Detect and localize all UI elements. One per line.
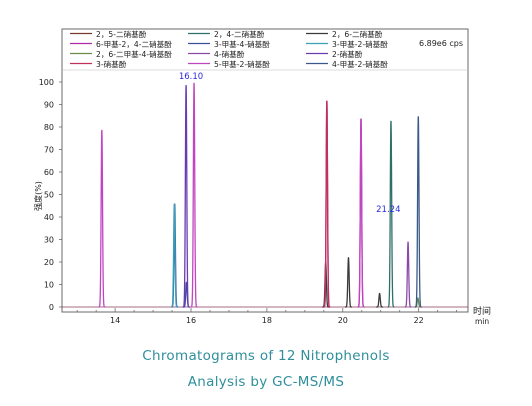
y-tick-label: 80 [44,123,54,132]
legend-entry: 4-硝基酚 [188,49,245,59]
legend-label: 3-甲基-4-硝基酚 [214,39,270,49]
y-tick-label: 30 [44,236,54,245]
chromatogram-chart: 2，5-二硝基酚 2，4-二硝基酚 2，6-二硝基酚 6-甲基-2，4-二硝基酚 3-甲… [33,28,491,326]
legend-label: 2，4-二硝基酚 [214,29,265,39]
legend-entry: 5-甲基-2-硝基酚 [188,59,270,69]
x-tick-label: 22 [414,316,424,325]
y-tick-label: 60 [44,168,54,177]
legend-label: 2-硝基酚 [332,49,363,59]
legend-label: 6-甲基-2，4-二硝基酚 [96,39,172,49]
series-line [182,84,190,308]
caption-line-2: Analysis by GC-MS/MS [187,374,345,390]
legend-entry: 2，4-二硝基酚 [188,29,265,39]
legend-entry: 2-硝基酚 [306,49,363,59]
legend-label: 2，5-二硝基酚 [96,29,147,39]
legend-label: 2，6-二硝基酚 [332,29,383,39]
legend-entry: 2，5-二硝基酚 [70,29,147,39]
y-tick-label: 90 [44,101,54,110]
y-tick-label: 0 [49,303,54,312]
legend-entry: 3-甲基-2-硝基酚 [306,39,388,49]
y-tick-label: 50 [44,191,54,200]
series-line [170,203,179,308]
x-tick-label: 16 [186,316,196,325]
x-axis-label: 时间 [473,305,491,317]
legend-label: 3-硝基酚 [96,59,127,69]
peak-annotation: 21.24 [376,205,400,215]
peak-annotation: 16.10 [179,72,203,82]
intensity-label: 6.89e6 cps [419,39,463,48]
x-tick-label: 20 [338,316,348,325]
y-tick-label: 20 [44,258,54,267]
legend-label: 5-甲基-2-硝基酚 [214,59,270,69]
x-tick-label: 18 [262,316,272,325]
caption-line-1: Chromatograms of 12 Nitrophenols [142,348,390,364]
legend-label: 3-甲基-2-硝基酚 [332,39,388,49]
series-line [414,116,423,308]
y-tick-label: 70 [44,146,54,155]
legend-entry: 4-甲基-2-硝基酚 [306,59,388,69]
legend-entry: 2，6-二甲基-4-硝基酚 [70,49,172,59]
legend-label: 4-硝基酚 [214,49,245,59]
legend-label: 4-甲基-2-硝基酚 [332,59,388,69]
series-line [97,82,365,308]
plot-frame [61,28,469,313]
y-tick-label: 100 [39,78,54,87]
x-tick-label: 14 [110,316,120,325]
y-tick-label: 10 [44,281,54,290]
series-line [404,241,412,308]
x-axis-unit: min [475,317,489,326]
legend-entry: 2，6-二硝基酚 [306,29,383,39]
series-line [322,100,331,308]
legend-entry: 3-甲基-4-硝基酚 [188,39,270,49]
y-tick-label: 40 [44,213,54,222]
legend-label: 2，6-二甲基-4-硝基酚 [96,49,172,59]
legend-entry: 3-硝基酚 [70,59,127,69]
y-axis-label: 强度(%) [33,181,43,211]
series-line [387,120,395,308]
legend-entry: 6-甲基-2，4-二硝基酚 [70,39,172,49]
